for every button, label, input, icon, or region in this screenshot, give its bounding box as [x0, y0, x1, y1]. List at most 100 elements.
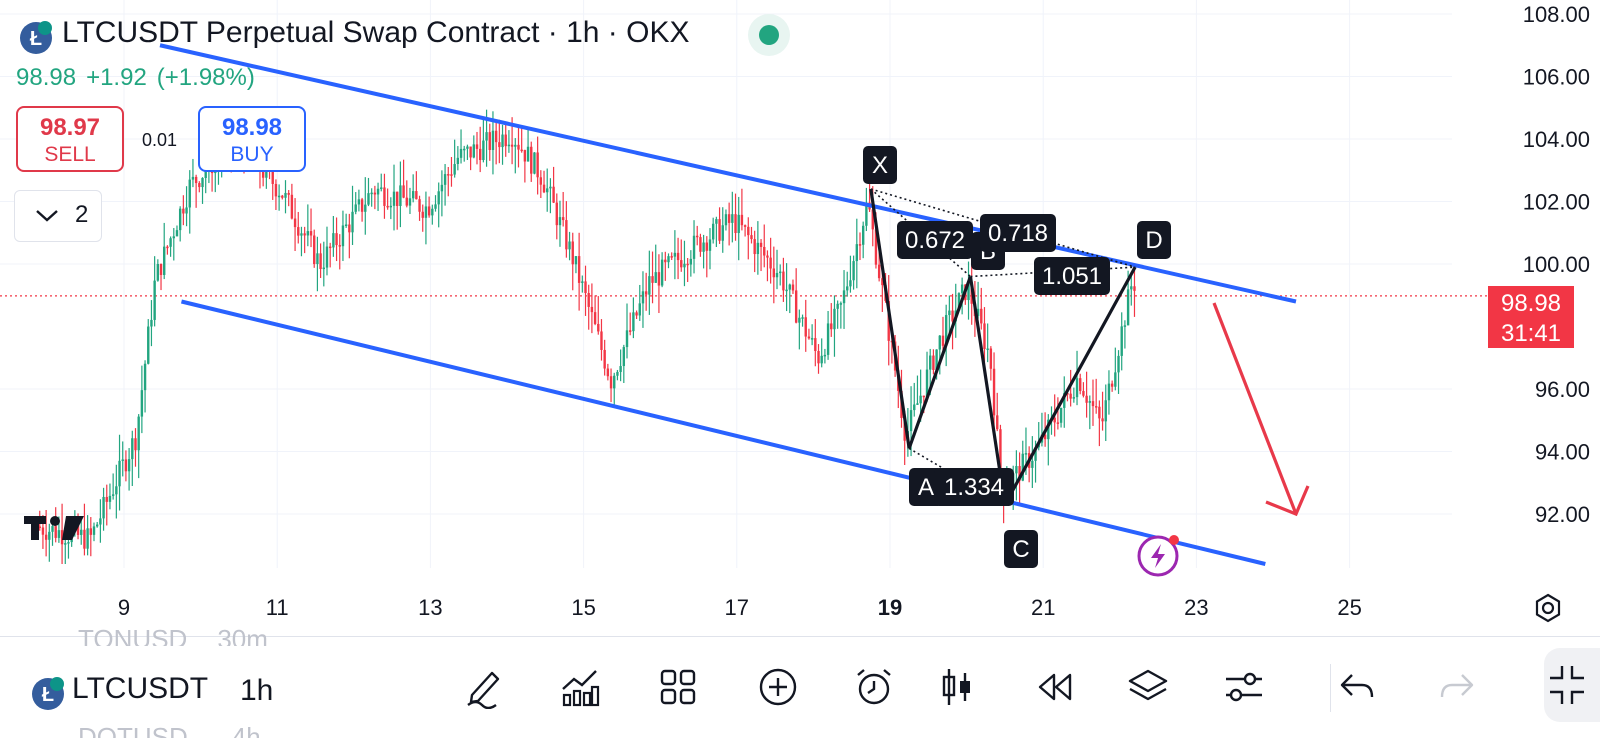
settings-sliders-icon[interactable] — [1222, 665, 1266, 709]
sell-button[interactable]: 98.97 SELL — [16, 106, 124, 172]
price-tick-label: 106.00 — [1523, 65, 1590, 90]
candle-body — [996, 415, 999, 430]
candle-body — [622, 347, 626, 367]
candle-body — [724, 214, 728, 226]
candle-body — [913, 404, 916, 411]
candle-body — [526, 146, 530, 162]
candle-body — [1107, 383, 1111, 401]
undo-icon[interactable] — [1336, 665, 1380, 709]
symbol-picker-next[interactable]: DOTUSD 4h — [78, 722, 305, 738]
fullscreen-button[interactable] — [1544, 648, 1600, 722]
candle-body — [935, 349, 938, 370]
candle-body — [507, 144, 511, 147]
pencil-icon[interactable] — [462, 665, 506, 709]
price-tick-label: 108.00 — [1523, 2, 1590, 27]
candle-body — [747, 226, 750, 236]
candle-body — [319, 253, 322, 269]
candle-body — [817, 350, 820, 364]
candle-body — [76, 522, 80, 535]
bottom-toolbar — [0, 638, 1600, 738]
market-status-icon[interactable] — [748, 14, 790, 56]
candle-body — [351, 211, 354, 233]
candle-body — [1069, 393, 1072, 399]
candle-body — [105, 496, 108, 502]
candle-body — [517, 144, 520, 150]
candle-body — [619, 366, 622, 372]
candle-body — [871, 209, 874, 230]
chevron-down-icon — [36, 210, 58, 222]
candle-body — [92, 526, 96, 535]
candle-body — [903, 417, 906, 441]
time-tick-label: 21 — [1031, 595, 1055, 620]
candle-body — [881, 278, 884, 286]
candle-body — [705, 242, 708, 251]
svg-text:C: C — [1012, 536, 1029, 563]
candle-body — [628, 330, 632, 332]
candle-body — [169, 238, 172, 247]
candle-body — [463, 148, 466, 151]
candle-body — [316, 253, 319, 265]
candle-body — [1024, 453, 1028, 455]
candle-body — [466, 146, 469, 149]
candle-body — [833, 308, 836, 330]
add-icon[interactable] — [756, 665, 800, 709]
candle-body — [779, 271, 782, 274]
candle-body — [389, 205, 393, 208]
candle-body — [549, 186, 552, 189]
candle-body — [411, 191, 415, 199]
indicators-icon[interactable] — [558, 665, 602, 709]
candle-body — [399, 185, 402, 206]
time-tick-label: 15 — [571, 595, 595, 620]
candle-body — [632, 312, 635, 332]
candle-body — [383, 187, 386, 206]
chart-settings-icon[interactable] — [1532, 592, 1564, 624]
interval-selector[interactable]: 1h — [240, 674, 274, 707]
current-price-label: 98.98 — [1500, 290, 1562, 317]
redo-icon[interactable] — [1434, 665, 1478, 709]
grid-icon[interactable] — [656, 665, 700, 709]
candle-body — [909, 410, 913, 432]
svg-text:D: D — [1145, 227, 1162, 254]
candle-body — [539, 177, 543, 185]
candle-body — [494, 130, 498, 143]
price-axis: 108.00 106.00 104.00 102.00 100.00 96.00 94.00… — [1523, 2, 1590, 527]
symbol-selector[interactable]: LTCUSDT — [72, 672, 209, 705]
replay-icon[interactable] — [1032, 665, 1076, 709]
candle-body — [297, 227, 300, 236]
candle-body — [313, 235, 316, 265]
candle-body — [839, 303, 843, 305]
price-tick-label: 94.00 — [1535, 440, 1590, 465]
candle-body — [568, 241, 571, 250]
candle-body — [1059, 407, 1063, 423]
candle-body — [721, 225, 724, 241]
lightning-icon[interactable] — [1136, 532, 1182, 578]
indicators-toggle-button[interactable]: 2 — [14, 190, 102, 242]
candle-body — [520, 149, 523, 152]
layers-icon[interactable] — [1126, 665, 1170, 709]
candle-body — [83, 529, 86, 549]
candle-body — [561, 217, 565, 221]
candle-body — [396, 191, 399, 206]
candle-body — [284, 192, 287, 198]
chart-title[interactable]: LTCUSDT Perpetual Swap Contract · 1h · O… — [62, 16, 690, 49]
indicators-count: 2 — [75, 201, 89, 228]
candle-body — [737, 214, 740, 234]
candle-body — [830, 323, 833, 330]
candle-body — [57, 530, 61, 538]
candle-body — [727, 214, 731, 223]
buy-button[interactable]: 98.98 BUY — [198, 106, 306, 172]
candle-body — [644, 291, 648, 295]
symbol-picker-prev[interactable]: TONUSD 30m — [78, 624, 298, 646]
candle-body — [504, 134, 507, 147]
candle-body — [919, 395, 922, 404]
candles-icon[interactable] — [936, 665, 980, 709]
candle-body — [1082, 390, 1085, 396]
alarm-icon[interactable] — [852, 665, 896, 709]
candle-body — [1053, 417, 1056, 423]
candle-body — [708, 239, 712, 251]
candle-body — [849, 280, 852, 287]
bar-countdown: 31:41 — [1500, 320, 1562, 347]
time-tick-label: 17 — [725, 595, 749, 620]
